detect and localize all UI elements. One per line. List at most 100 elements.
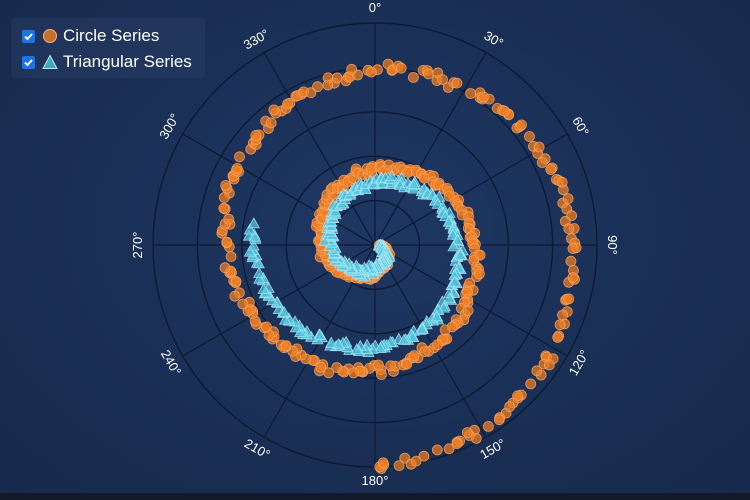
circle-point: [265, 117, 277, 129]
triangle-point: [397, 333, 411, 345]
circle-point: [260, 321, 272, 333]
triangle-point: [448, 275, 461, 287]
circle-point: [443, 443, 455, 455]
triangle-point: [247, 217, 260, 229]
circle-point: [219, 262, 231, 274]
triangle-point: [243, 245, 257, 257]
triangle-point: [252, 257, 265, 269]
circle-point: [432, 339, 443, 351]
circle-point: [567, 243, 579, 254]
circle-point: [554, 319, 566, 331]
circle-point: [499, 105, 510, 117]
legend-checkbox-triangular-series[interactable]: [22, 55, 35, 69]
grid-spoke: [263, 52, 376, 246]
circle-point: [401, 358, 413, 370]
circle-point: [418, 450, 430, 462]
circle-point: [531, 365, 543, 377]
circle-point: [536, 157, 548, 168]
check-icon: [24, 58, 33, 66]
circle-point: [439, 324, 451, 336]
circle-point: [422, 68, 434, 80]
legend-item-circle-series[interactable]: Circle Series: [11, 23, 159, 49]
circle-point: [250, 129, 262, 141]
circle-point: [223, 213, 235, 225]
triangle-point: [451, 233, 464, 245]
circle-point: [504, 401, 516, 413]
circle-point: [365, 66, 377, 78]
circle-point: [462, 305, 474, 317]
circle-point: [410, 455, 422, 467]
legend-label: Circle Series: [63, 26, 160, 45]
circle-point: [315, 361, 327, 373]
angle-tick-label: 30°: [481, 28, 506, 51]
circle-point: [407, 72, 419, 83]
triangle-point: [385, 169, 398, 181]
triangle-point: [446, 228, 460, 240]
circle-point: [516, 119, 527, 131]
grid-spoke: [374, 244, 487, 438]
triangle-point: [289, 321, 302, 333]
circle-point: [451, 77, 463, 89]
triangle-point: [253, 266, 266, 278]
circle-point: [237, 298, 249, 310]
angle-tick-label: 330°: [241, 26, 272, 52]
bottom-bar: [0, 493, 750, 500]
circle-point: [282, 98, 294, 110]
circle-point: [552, 331, 564, 343]
circle-point: [451, 438, 463, 450]
triangle-point: [415, 322, 429, 334]
circle-point: [478, 91, 489, 103]
circle-point: [556, 176, 568, 188]
circle-point: [221, 236, 233, 248]
triangle-point: [279, 313, 292, 325]
grid-spoke: [374, 52, 487, 246]
triangle-point: [278, 305, 291, 318]
circle-series: [216, 58, 582, 474]
angle-tick-label: 300°: [156, 111, 182, 142]
circle-point: [545, 164, 557, 175]
circle-point: [280, 340, 292, 352]
legend-item-triangular-series[interactable]: Triangular Series: [11, 49, 192, 75]
legend-checkbox-circle-series[interactable]: [22, 29, 35, 43]
circle-point: [218, 192, 230, 203]
circle-point: [268, 104, 280, 116]
circle-point: [525, 378, 537, 390]
triangle-marker-icon: [42, 54, 58, 69]
circle-point: [557, 309, 568, 321]
circle-point: [562, 193, 574, 205]
circle-point: [395, 62, 407, 74]
circle-point: [230, 276, 242, 287]
circle-point: [322, 79, 334, 91]
angle-tick-label: 90°: [605, 235, 620, 255]
triangle-point: [257, 282, 270, 294]
circle-point: [218, 202, 230, 214]
angle-tick-label: 0°: [369, 0, 381, 15]
circle-point: [482, 420, 494, 432]
triangle-point: [374, 341, 387, 353]
circle-point: [331, 362, 343, 373]
angle-tick-label: 180°: [362, 473, 389, 488]
circle-point: [465, 88, 477, 99]
triangle-point: [454, 248, 467, 260]
circle-point: [524, 131, 535, 142]
circle-point: [565, 255, 577, 267]
triangle-point: [248, 230, 262, 242]
circle-point: [493, 414, 505, 426]
check-icon: [24, 32, 33, 40]
legend: Circle Series Triangular Series: [11, 18, 205, 78]
circle-point: [543, 359, 555, 371]
circle-point: [220, 180, 232, 191]
circle-point: [231, 162, 243, 174]
circle-point: [372, 359, 384, 371]
triangle-point: [407, 177, 421, 190]
grid-spoke: [182, 133, 376, 246]
angle-tick-label: 60°: [569, 114, 592, 139]
triangle-point: [243, 223, 257, 235]
circle-point: [375, 369, 387, 380]
circle-point: [419, 346, 431, 358]
triangle-point: [442, 215, 455, 227]
circle-point: [567, 272, 579, 283]
circle-point: [229, 290, 241, 302]
triangle-point: [447, 240, 460, 252]
